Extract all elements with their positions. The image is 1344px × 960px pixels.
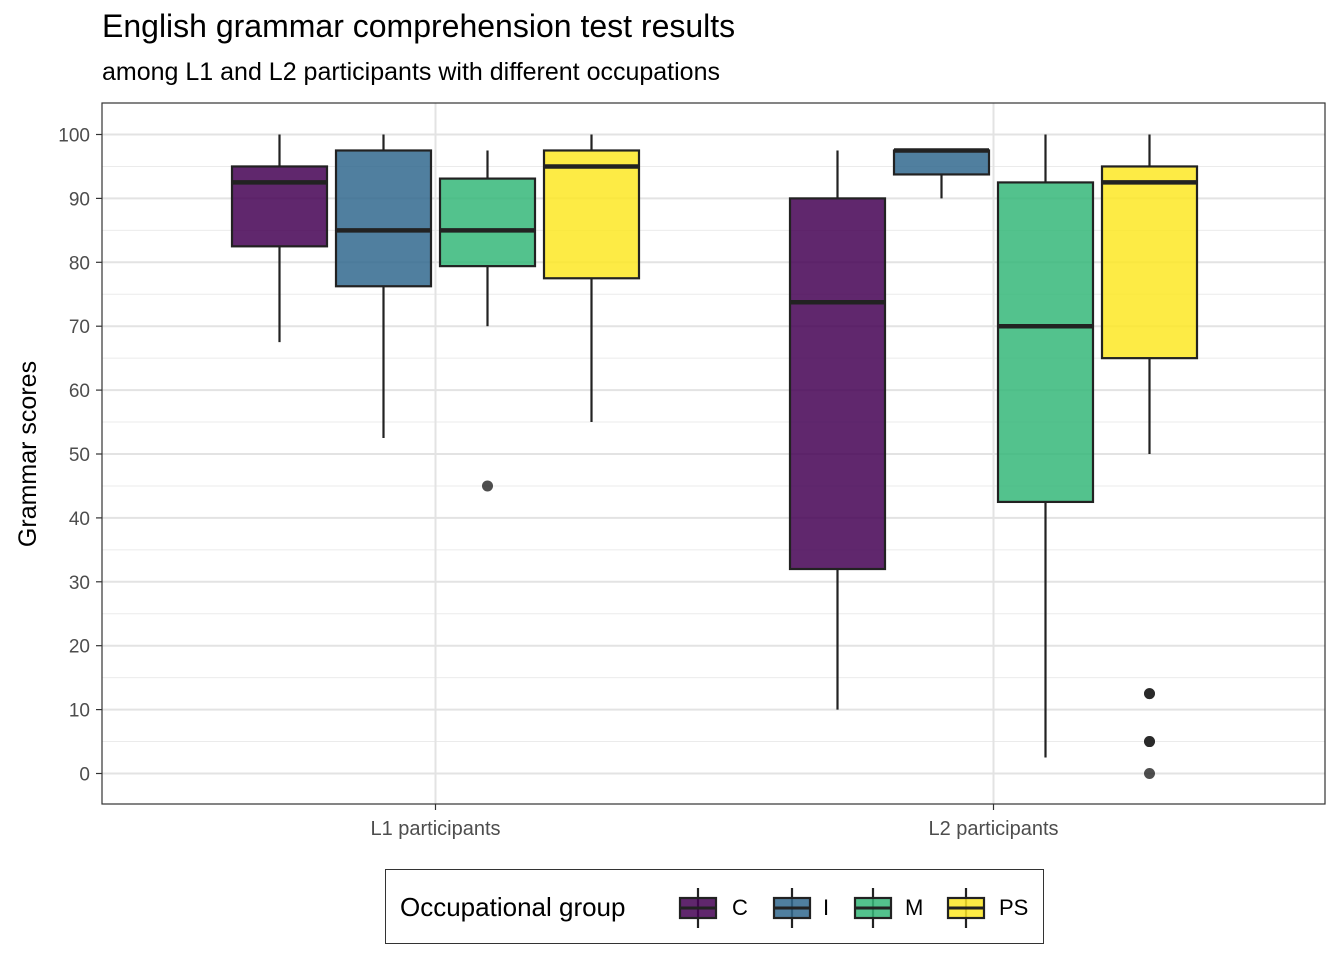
legend-title: Occupational group [400, 892, 626, 922]
y-tick-label: 80 [69, 253, 90, 274]
y-tick-label: 30 [69, 573, 90, 594]
outlier-point [1144, 736, 1155, 748]
legend-label-PS: PS [999, 895, 1029, 920]
box-C [788, 197, 887, 571]
x-tick-label: L2 participants [928, 818, 1058, 840]
legend-label-M: M [905, 895, 924, 920]
legend-label-I: I [823, 895, 830, 920]
major-gridlines [102, 103, 1325, 804]
y-axis-label: Grammar scores [14, 361, 42, 547]
series-C [230, 134, 887, 710]
y-tick-label: 10 [69, 701, 90, 722]
outlier-point [482, 480, 493, 492]
y-tick-label: 40 [69, 509, 90, 530]
outlier-point [1144, 768, 1155, 779]
box-M [438, 177, 537, 268]
box-PS [542, 149, 641, 280]
chart-title: English grammar comprehension test resul… [102, 8, 736, 44]
box-M [996, 181, 1095, 504]
y-axis: 0 10 20 30 40 50 60 70 80 90 100 [58, 126, 102, 786]
y-tick-label: 90 [69, 189, 90, 210]
box-PS [1100, 165, 1199, 360]
box-series [230, 134, 1199, 779]
legend-key-I [768, 888, 816, 928]
box-I [892, 149, 991, 176]
legend-key-PS [942, 888, 990, 928]
x-tick-label: L1 participants [370, 818, 500, 840]
legend-key-M [849, 888, 897, 928]
y-tick-label: 0 [79, 765, 90, 786]
y-tick-label: 100 [58, 126, 90, 147]
y-tick-label: 50 [69, 445, 90, 466]
y-tick-label: 70 [69, 317, 90, 338]
box-C [230, 165, 329, 248]
legend: Occupational group C I M PS [385, 869, 1044, 944]
legend-key-C [674, 888, 722, 928]
box-I [334, 149, 433, 288]
x-axis: L1 participants L2 participants [370, 804, 1059, 840]
legend-label-C: C [732, 895, 748, 920]
outlier-point [1144, 688, 1155, 700]
y-tick-label: 20 [69, 637, 90, 658]
y-tick-label: 60 [69, 381, 90, 402]
series-I [334, 134, 991, 439]
series-PS [542, 134, 1199, 779]
series-M [438, 134, 1095, 758]
chart-subtitle: among L1 and L2 participants with differ… [102, 58, 720, 86]
